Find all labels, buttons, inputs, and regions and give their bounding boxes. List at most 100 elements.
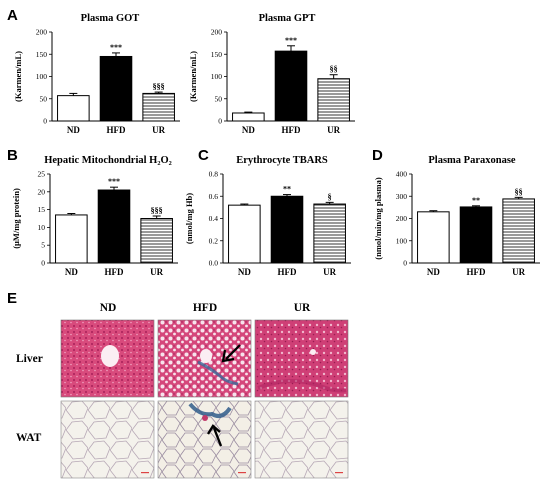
category-label: UR [323,267,336,277]
significance-label: ** [472,196,480,205]
y-tick-label: 20 [38,187,46,196]
arrow-icon [212,427,223,447]
micrograph-wat-ur [254,400,349,479]
bar-nd [57,95,90,122]
chart-title: Plasma Paraxonase [428,155,516,166]
significance-label: §§ [515,187,523,196]
bar-ur [142,92,175,122]
y-tick-label: 0 [41,259,45,268]
bar-nd [232,112,265,122]
chart-2: Plasma GPT (Karmen/mL) 0 50 100 150 200 ND *** HF… [188,13,355,135]
bar-charts: Plasma GOT(Karmen/mL)050100150200ND***HF… [11,13,540,277]
y-tick-label: 50 [40,94,48,103]
histology-column-hfd: HFD [193,302,217,314]
significance-label: ** [283,185,291,194]
bar-nd [228,204,261,264]
bar-ur [502,198,535,264]
chart-title: Erythrocyte TBARS [236,155,328,166]
bar-ur [313,203,346,264]
y-tick-label: 100 [396,236,408,245]
y-tick-label: 15 [38,205,46,214]
bar-hfd [274,50,308,122]
y-tick-label: 200 [211,28,223,37]
y-tick-label: 0 [43,117,47,126]
panel-letter-d: D [372,147,383,164]
y-tick-label: 25 [38,170,46,179]
micrograph-liver-nd [60,319,155,398]
category-label: HFD [282,125,301,135]
bar-hfd [270,195,304,264]
y-tick-label: 150 [36,50,48,59]
y-axis-label: (μM/mg protein) [11,188,21,249]
chart-title: Hepatic Mitochondrial H₂O₂ [44,155,172,166]
y-tick-label: 200 [396,214,408,223]
y-tick-label: 0.4 [209,214,219,223]
significance-label: §§§ [153,82,165,91]
bar-hfd [99,55,133,122]
bar-ur [140,218,173,264]
y-tick-label: 10 [38,223,46,232]
chart-5: Plasma Paraxonase (nmol/min/mg plasma) 0 10… [373,155,540,277]
bar-nd [417,211,450,264]
y-tick-label: 300 [396,192,408,201]
significance-label: §§ [330,65,338,74]
category-label: ND [242,125,255,135]
category-label: UR [150,267,163,277]
significance-label: *** [110,43,122,52]
category-label: UR [152,125,165,135]
panel-letter-a: A [7,7,18,24]
significance-label: *** [285,36,297,45]
micrograph-liver-ur [254,319,349,398]
micrograph-wat-nd [60,400,155,479]
y-tick-label: 200 [36,28,48,37]
histology-row-liver: Liver [16,353,43,365]
micrograph-liver-hfd [157,319,252,398]
significance-label: §§§ [151,206,163,215]
y-tick-label: 0.8 [209,170,219,179]
y-tick-label: 0 [218,117,222,126]
arrow-icon [225,344,241,360]
chart-3: Hepatic Mitochondrial H₂O₂ (μM/mg protein… [11,155,178,277]
y-tick-label: 0 [403,259,407,268]
category-label: ND [65,267,78,277]
chart-title: Plasma GPT [259,13,316,24]
panel-letter-b: B [7,147,18,164]
y-axis-label: (nmol/mg Hb) [184,193,194,244]
bar-nd [55,214,88,264]
chart-4: Erythrocyte TBARS (nmol/mg Hb) 0.0 0.2 0.4 0.… [184,155,351,277]
category-label: ND [238,267,251,277]
y-axis-label: (nmol/min/mg plasma) [373,177,383,260]
chart-1: Plasma GOT (Karmen/mL) 0 50 100 150 200 ND *** HF… [13,13,180,135]
category-label: UR [512,267,525,277]
significance-label: *** [108,177,120,186]
bar-ur [317,78,350,122]
bar-hfd [459,206,493,264]
micrograph-wat-hfd [157,400,252,479]
y-axis-label: (Karmen/mL) [188,51,198,102]
category-label: HFD [278,267,297,277]
category-label: UR [327,125,340,135]
y-tick-label: 0.0 [209,259,219,268]
category-label: HFD [107,125,126,135]
histology-row-wat: WAT [16,432,42,444]
y-tick-label: 0.2 [209,236,219,245]
bar-hfd [97,189,131,264]
panel-letter-c: C [198,147,209,164]
significance-label: § [328,192,332,201]
category-label: ND [427,267,440,277]
histology-panel: ND HFD UR Liver WAT [16,302,349,479]
category-label: ND [67,125,80,135]
category-label: HFD [467,267,486,277]
y-tick-label: 100 [36,72,48,81]
panel-letter-e: E [7,290,17,307]
y-tick-label: 100 [211,72,223,81]
y-tick-label: 5 [41,241,45,250]
histology-column-nd: ND [100,302,117,314]
y-axis-label: (Karmen/mL) [13,51,23,102]
category-label: HFD [105,267,124,277]
y-tick-label: 150 [211,50,223,59]
chart-title: Plasma GOT [81,13,140,24]
y-tick-label: 50 [215,94,223,103]
y-tick-label: 0.6 [209,192,219,201]
